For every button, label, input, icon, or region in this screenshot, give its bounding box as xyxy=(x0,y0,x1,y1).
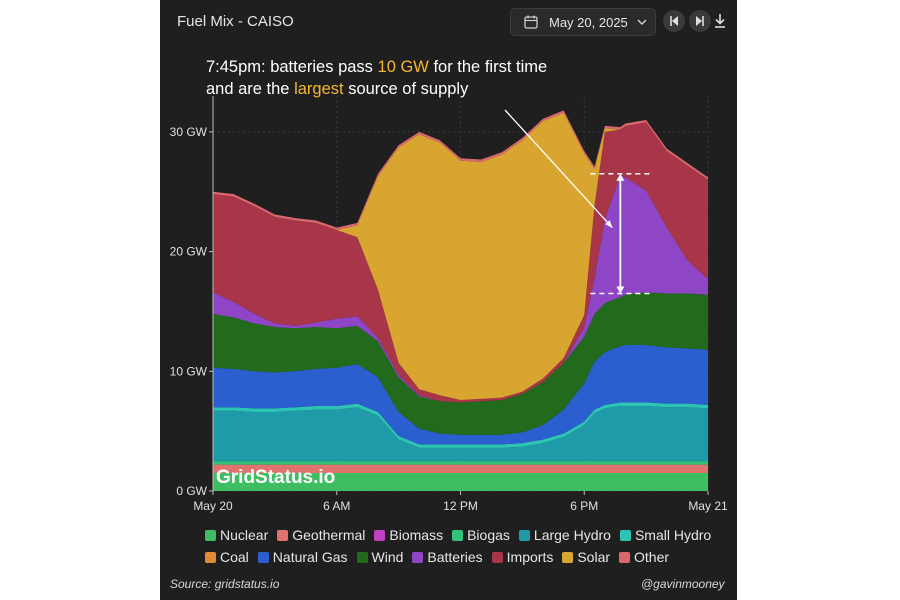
annotation-arrowhead-down xyxy=(616,286,625,294)
legend-label: Coal xyxy=(220,549,249,565)
legend-item-large-hydro[interactable]: Large Hydro xyxy=(518,527,611,543)
legend-label: Geothermal xyxy=(292,527,366,543)
legend-item-batteries[interactable]: Batteries xyxy=(412,549,483,565)
legend-label: Biogas xyxy=(467,527,510,543)
legend-item-small-hydro[interactable]: Small Hydro xyxy=(619,527,712,543)
legend-swatch xyxy=(518,529,530,541)
fuel-mix-chart: 0 GW 10 GW 20 GW 30 GW May 20 6 AM 12 PM 6 PM Ma… xyxy=(170,96,728,513)
legend-label: Nuclear xyxy=(220,527,269,543)
legend-swatch xyxy=(277,529,289,541)
legend-swatch xyxy=(205,529,216,541)
next-day-icon xyxy=(696,16,704,26)
area-batteries xyxy=(213,175,708,403)
y-tick-label: 0 GW xyxy=(176,484,207,498)
annotation-highlight-largest: largest xyxy=(294,80,344,98)
annotation-text-3: source of supply xyxy=(343,80,469,98)
previous-day-button[interactable] xyxy=(663,10,685,32)
date-value: May 20, 2025 xyxy=(549,14,628,30)
legend-label: Imports xyxy=(506,549,554,565)
legend-label: Solar xyxy=(577,549,611,565)
legend-label: Batteries xyxy=(427,549,483,565)
x-tick-label: May 20 xyxy=(193,499,233,513)
legend-row: Coal Natural Gas Wind Batteries Imports Solar… xyxy=(205,546,725,568)
legend-swatch xyxy=(257,551,269,563)
legend-item-biomass[interactable]: Biomass xyxy=(374,527,443,543)
legend-item-wind[interactable]: Wind xyxy=(356,549,404,565)
legend-label: Large Hydro xyxy=(533,527,611,543)
calendar-icon xyxy=(524,15,538,29)
x-tick-label: 6 AM xyxy=(323,499,350,513)
previous-day-icon xyxy=(670,16,678,26)
legend-item-other[interactable]: Other xyxy=(619,549,669,565)
legend-item-coal[interactable]: Coal xyxy=(205,549,249,565)
legend-label: Wind xyxy=(371,549,404,565)
chart-title: Fuel Mix - CAISO xyxy=(177,13,294,30)
legend-row: Nuclear Geothermal Biomass Biogas Large Hydr… xyxy=(205,524,725,546)
annotation-pointer-line xyxy=(504,109,613,229)
next-day-button[interactable] xyxy=(689,10,711,32)
stacked-areas xyxy=(213,110,708,491)
y-tick-label: 30 GW xyxy=(170,125,208,139)
x-tick-label: May 21 xyxy=(688,499,728,513)
axes: 0 GW 10 GW 20 GW 30 GW May 20 6 AM 12 PM 6 PM Ma… xyxy=(170,96,728,513)
annotation-pointer-arrowhead xyxy=(605,220,613,228)
legend: Nuclear Geothermal Biomass Biogas Large Hydr… xyxy=(205,524,725,568)
legend-label: Other xyxy=(634,549,670,565)
legend-swatch xyxy=(619,551,631,563)
area-wind xyxy=(213,292,708,435)
legend-item-nuclear[interactable]: Nuclear xyxy=(205,527,268,543)
legend-item-biogas[interactable]: Biogas xyxy=(452,527,510,543)
annotation-highlight-10gw: 10 GW xyxy=(377,58,429,76)
legend-swatch xyxy=(205,551,216,563)
area-imports xyxy=(213,122,708,403)
annotation-marks xyxy=(504,109,651,295)
source-note: Source: gridstatus.io xyxy=(170,577,280,591)
y-tick-label: 20 GW xyxy=(170,245,208,259)
legend-item-geothermal[interactable]: Geothermal xyxy=(277,527,365,543)
legend-item-solar[interactable]: Solar xyxy=(562,549,610,565)
legend-label: Biomass xyxy=(389,527,444,543)
chart-panel: Fuel Mix - CAISO May 20, 2025 0 GW xyxy=(160,0,737,600)
x-tick-label: 6 PM xyxy=(570,499,598,513)
legend-swatch xyxy=(374,529,386,541)
date-picker[interactable]: May 20, 2025 xyxy=(510,8,656,36)
legend-swatch xyxy=(356,551,368,563)
area-nuclear xyxy=(213,473,708,491)
annotation-arrowhead-up xyxy=(616,173,625,181)
download-icon[interactable] xyxy=(712,12,728,30)
area-geothermal xyxy=(213,464,708,474)
legend-swatch xyxy=(491,551,503,563)
legend-swatch xyxy=(562,551,574,563)
area-solar xyxy=(213,112,708,401)
area-biogas xyxy=(213,461,708,465)
legend-item-imports[interactable]: Imports xyxy=(491,549,554,565)
watermark: GridStatus.io xyxy=(216,467,336,488)
legend-item-natural-gas[interactable]: Natural Gas xyxy=(257,549,348,565)
legend-label: Small Hydro xyxy=(634,527,712,543)
legend-swatch xyxy=(619,529,631,541)
legend-swatch xyxy=(412,551,424,563)
area-natural-gas xyxy=(213,344,708,445)
area-large-hydro xyxy=(213,406,708,462)
annotation-text-2: for the first time and are the xyxy=(206,58,548,98)
chart-annotation: 7:45pm: batteries pass 10 GW for the fir… xyxy=(206,56,566,100)
legend-swatch xyxy=(452,529,464,541)
y-tick-label: 10 GW xyxy=(170,364,208,378)
annotation-text-1: 7:45pm: batteries pass xyxy=(206,58,378,76)
chevron-down-icon xyxy=(637,19,647,26)
x-tick-label: 12 PM xyxy=(443,499,478,513)
legend-label: Natural Gas xyxy=(272,549,348,565)
credit: @gavinmooney xyxy=(641,577,725,591)
